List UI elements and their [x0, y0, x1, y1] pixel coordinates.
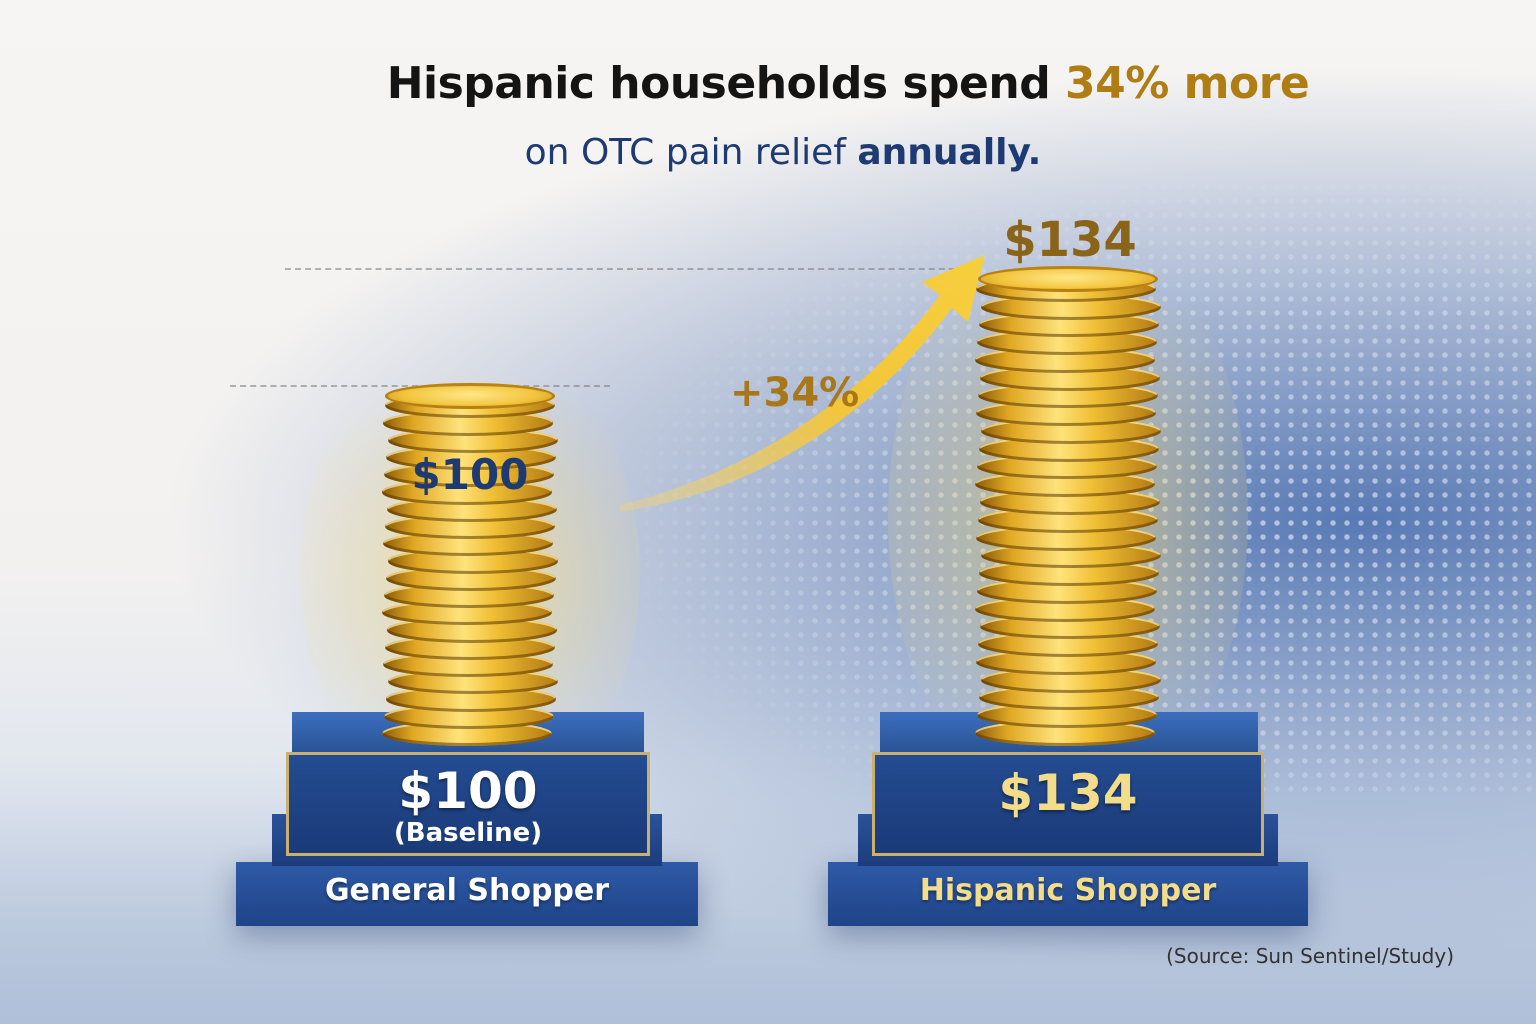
source-note: (Source: Sun Sentinel/Study) [1166, 944, 1454, 968]
headline-highlight: 34% more [1065, 58, 1310, 109]
data-label-hispanic-shopper: $134 [1003, 212, 1137, 268]
pedestal-base-hispanic-shopper [828, 862, 1308, 926]
pedestal-face-general-shopper [286, 752, 650, 856]
change-label: +34% [730, 370, 860, 416]
coin-top-general-shopper [385, 383, 555, 410]
pedestal-value-hispanic-shopper: $134 [998, 764, 1138, 822]
category-label-hispanic-shopper: Hispanic Shopper [919, 873, 1217, 908]
pedestal-base-general-shopper [236, 862, 698, 926]
data-label-general-shopper: $100 [411, 450, 529, 499]
headline-line-2: on OTC pain relief annually. [0, 132, 1536, 173]
headline-line-2-bold: annually. [857, 132, 1042, 173]
headline-line-2-regular: on OTC pain relief [524, 132, 858, 173]
category-label-general-shopper: General Shopper [324, 873, 610, 908]
headline-line-1: Hispanic households spend 34% more [0, 58, 1536, 109]
pedestal-note-general-shopper: (Baseline) [393, 818, 543, 848]
coin-top-hispanic-shopper [978, 266, 1158, 292]
headline-prefix: Hispanic households spend [386, 58, 1066, 109]
guide-line-hispanic [285, 268, 975, 270]
pedestal-value-general-shopper: $100 [398, 762, 538, 820]
growth-arrow-body [620, 255, 985, 512]
pedestal-face-hispanic-shopper [872, 752, 1264, 856]
